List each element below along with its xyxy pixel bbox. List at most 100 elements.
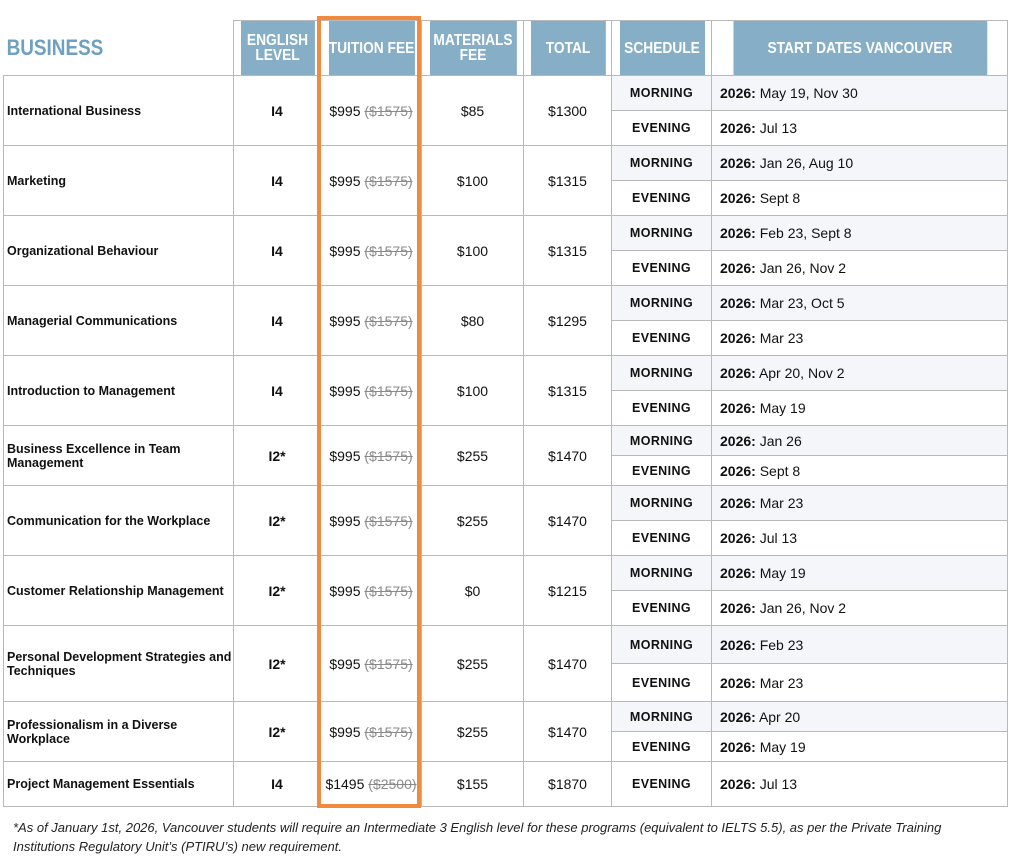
course-name: Customer Relationship Management — [3, 555, 234, 626]
schedule-header: SCHEDULE — [618, 20, 705, 76]
year-label: 2026: — [720, 190, 756, 206]
start-dates-value: May 19 — [759, 565, 806, 581]
start-dates-value: Jul 13 — [759, 530, 798, 546]
course-row: Communication for the Workplace I2* $995 (… — [3, 485, 1008, 556]
year-label: 2026: — [720, 530, 756, 546]
tuition-fee-current: $995 — [329, 655, 361, 672]
schedule-label: MORNING — [611, 425, 712, 456]
tuition-fee-original: ($1575) — [364, 382, 413, 399]
total-fee: $1470 — [523, 485, 612, 556]
materials-fee: $100 — [421, 145, 524, 216]
english-level: I2* — [233, 701, 321, 762]
total-fee: $1300 — [523, 75, 612, 146]
english-level: I4 — [233, 761, 321, 807]
business-fee-table: BUSINESS ENGLISH LEVEL TUITION FEE MATER… — [3, 20, 1008, 807]
course-row-session: EVENING 2026: Mar 23 — [4, 663, 1008, 702]
start-dates: 2026: May 19 — [711, 390, 1008, 426]
tuition-fee: $995 ($1575) — [320, 625, 422, 702]
materials-fee: $100 — [421, 355, 524, 426]
tuition-fee: $1495 ($2500) — [320, 761, 422, 807]
year-label: 2026: — [720, 295, 756, 311]
course-name: International Business — [3, 75, 234, 146]
start-dates: 2026: Mar 23, Oct 5 — [711, 285, 1008, 321]
schedule-label: EVENING — [611, 390, 712, 426]
start-dates-value: Mar 23, Oct 5 — [759, 295, 845, 311]
start-dates-value: Jan 26, Aug 10 — [759, 155, 854, 171]
start-dates-value: Jan 26, Nov 2 — [759, 260, 847, 276]
start-dates: 2026: Mar 23 — [711, 320, 1008, 356]
materials-fee-header: MATERIALS FEE — [428, 20, 517, 76]
course-row-session: EVENING 2026: Sept 8 — [4, 455, 1008, 486]
year-label: 2026: — [720, 636, 756, 653]
course-row: Personal Development Strategies and Tech… — [3, 625, 1008, 702]
year-label: 2026: — [720, 120, 756, 136]
year-label: 2026: — [720, 155, 756, 171]
start-dates: 2026: Feb 23 — [711, 625, 1008, 664]
schedule-label: EVENING — [611, 320, 712, 356]
year-label: 2026: — [720, 600, 756, 616]
schedule-label: EVENING — [611, 180, 712, 216]
english-level: I4 — [233, 75, 321, 146]
schedule-label: MORNING — [611, 355, 712, 391]
year-label: 2026: — [720, 85, 756, 101]
tuition-fee: $995 ($1575) — [320, 215, 422, 286]
course-name: Managerial Communications — [3, 285, 234, 356]
course-row-session: EVENING 2026: Jul 13 — [4, 110, 1008, 146]
schedule-label: EVENING — [611, 110, 712, 146]
schedule-label: EVENING — [611, 520, 712, 556]
materials-fee: $255 — [421, 625, 524, 702]
year-label: 2026: — [720, 708, 756, 725]
year-label: 2026: — [720, 462, 756, 479]
schedule-label: EVENING — [611, 455, 712, 486]
start-dates-value: Feb 23, Sept 8 — [759, 225, 852, 241]
total-fee: $1315 — [523, 355, 612, 426]
course-row: Introduction to Management I4 $995 ($1575)… — [3, 355, 1008, 426]
tuition-fee-current: $995 — [329, 312, 361, 329]
start-dates-value: Feb 23 — [759, 636, 804, 653]
course-row: Project Management Essentials I4 $1495 ($2… — [3, 761, 1008, 807]
start-dates: 2026: Jan 26, Nov 2 — [711, 250, 1008, 286]
tuition-fee-original: ($1575) — [364, 312, 413, 329]
materials-fee: $255 — [421, 701, 524, 762]
english-level: I4 — [233, 215, 321, 286]
start-dates: 2026: Jan 26, Nov 2 — [711, 590, 1008, 626]
tuition-fee: $995 ($1575) — [320, 355, 422, 426]
start-dates: 2026: Apr 20 — [711, 701, 1008, 732]
materials-fee: $155 — [421, 761, 524, 807]
start-dates: 2026: Sept 8 — [711, 455, 1008, 486]
start-dates-value: May 19 — [759, 400, 806, 416]
english-level: I2* — [233, 425, 321, 486]
tuition-fee-header: TUITION FEE — [327, 20, 415, 76]
course-name: Communication for the Workplace — [3, 485, 234, 556]
tuition-fee-current: $995 — [329, 102, 361, 119]
business-fee-table-container: BUSINESS ENGLISH LEVEL TUITION FEE MATER… — [3, 20, 1008, 807]
year-label: 2026: — [720, 674, 756, 691]
course-row-session: EVENING 2026: May 19 — [4, 390, 1008, 426]
header-row: BUSINESS ENGLISH LEVEL TUITION FEE MATER… — [3, 20, 1008, 76]
start-dates: 2026: May 19, Nov 30 — [711, 75, 1008, 111]
tuition-fee: $995 ($1575) — [320, 701, 422, 762]
year-label: 2026: — [720, 400, 756, 416]
start-dates: 2026: May 19 — [711, 731, 1008, 762]
tuition-fee-original: ($1575) — [364, 102, 413, 119]
course-name: Professionalism in a Diverse Workplace — [3, 701, 234, 762]
english-level: I4 — [233, 355, 321, 426]
year-label: 2026: — [720, 495, 756, 511]
start-dates: 2026: Jul 13 — [711, 761, 1008, 807]
start-dates-value: Jan 26, Nov 2 — [759, 600, 847, 616]
tuition-fee: $995 ($1575) — [320, 555, 422, 626]
start-dates-value: Mar 23 — [759, 330, 804, 346]
start-dates-value: May 19, Nov 30 — [759, 85, 858, 101]
start-dates: 2026: Jul 13 — [711, 520, 1008, 556]
english-level: I2* — [233, 625, 321, 702]
start-dates: 2026: Feb 23, Sept 8 — [711, 215, 1008, 251]
course-row-session: EVENING 2026: Mar 23 — [4, 320, 1008, 356]
course-row-session: EVENING 2026: Jul 13 — [4, 520, 1008, 556]
tuition-fee-original: ($1575) — [364, 723, 413, 740]
tuition-fee: $995 ($1575) — [320, 285, 422, 356]
course-name: Project Management Essentials — [3, 761, 234, 807]
tuition-fee-original: ($2500) — [368, 776, 417, 792]
total-fee: $1295 — [523, 285, 612, 356]
total-fee: $1870 — [523, 761, 612, 807]
year-label: 2026: — [720, 225, 756, 241]
